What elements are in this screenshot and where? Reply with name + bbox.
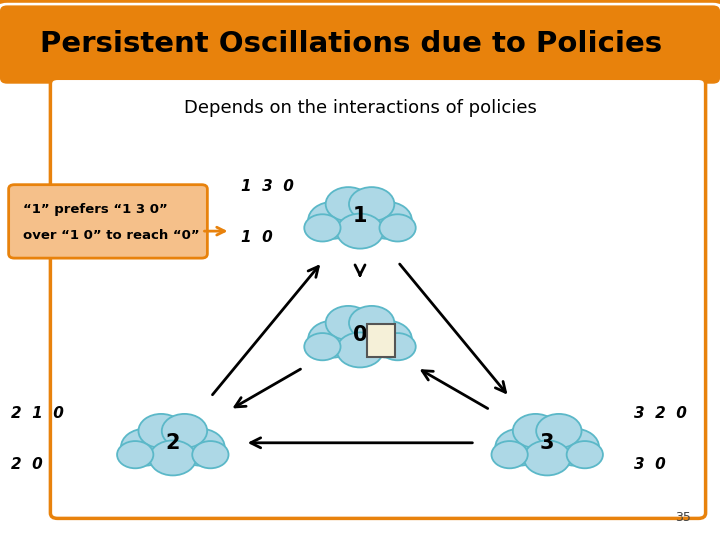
Text: Depends on the interactions of policies: Depends on the interactions of policies (184, 99, 536, 117)
Circle shape (524, 441, 570, 475)
Circle shape (305, 214, 341, 241)
Text: 3  2  0: 3 2 0 (634, 406, 686, 421)
Circle shape (536, 414, 582, 448)
Text: 0: 0 (353, 325, 367, 345)
Text: 2  0: 2 0 (11, 457, 42, 472)
Circle shape (308, 202, 357, 239)
FancyBboxPatch shape (367, 324, 395, 357)
Text: Persistent Oscillations due to Policies: Persistent Oscillations due to Policies (40, 30, 662, 58)
Circle shape (162, 414, 207, 448)
Circle shape (305, 333, 341, 360)
Text: 1  0: 1 0 (241, 230, 273, 245)
Circle shape (326, 309, 394, 360)
FancyBboxPatch shape (9, 185, 207, 258)
Circle shape (150, 441, 196, 475)
Text: 3  0: 3 0 (634, 457, 665, 472)
Circle shape (379, 333, 415, 360)
Circle shape (138, 414, 184, 448)
FancyBboxPatch shape (50, 78, 706, 518)
Text: “1” prefers “1 3 0”: “1” prefers “1 3 0” (23, 203, 168, 216)
Circle shape (121, 429, 170, 465)
FancyBboxPatch shape (0, 5, 720, 84)
Text: 1  3  0: 1 3 0 (241, 179, 294, 194)
Text: 2  1  0: 2 1 0 (11, 406, 63, 421)
Circle shape (492, 441, 528, 468)
Circle shape (326, 191, 394, 241)
Circle shape (192, 441, 228, 468)
Circle shape (379, 214, 415, 241)
Circle shape (337, 333, 383, 367)
Circle shape (363, 202, 412, 239)
Circle shape (363, 321, 412, 357)
Circle shape (325, 187, 371, 221)
Circle shape (349, 306, 395, 340)
Circle shape (176, 429, 225, 465)
Circle shape (325, 306, 371, 340)
Circle shape (495, 429, 544, 465)
Text: 2: 2 (166, 433, 180, 453)
Circle shape (513, 414, 558, 448)
Text: over “1 0” to reach “0”: over “1 0” to reach “0” (23, 229, 199, 242)
Text: 35: 35 (675, 511, 691, 524)
Circle shape (337, 214, 383, 248)
Circle shape (513, 417, 581, 468)
Circle shape (308, 321, 357, 357)
Circle shape (349, 187, 395, 221)
Circle shape (117, 441, 153, 468)
Circle shape (139, 417, 207, 468)
Circle shape (550, 429, 599, 465)
Text: 1: 1 (353, 206, 367, 226)
Text: 3: 3 (540, 433, 554, 453)
Circle shape (567, 441, 603, 468)
